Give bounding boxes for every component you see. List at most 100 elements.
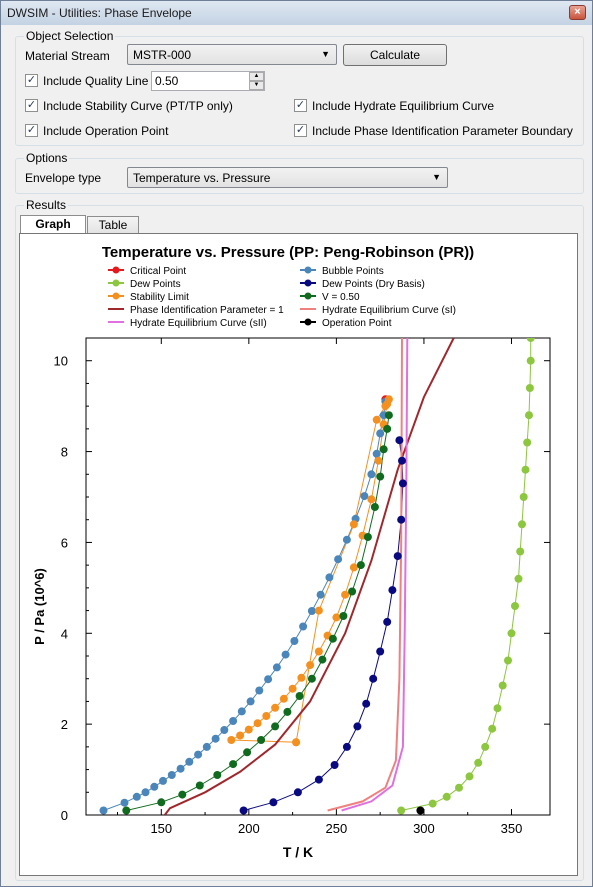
envelope-type-label: Envelope type (25, 171, 102, 185)
legend-entry: Bubble Points (322, 266, 384, 277)
spin-up-button[interactable]: ▲ (249, 72, 264, 81)
data-point (339, 612, 348, 620)
data-point (362, 699, 371, 708)
data-point (369, 674, 378, 683)
data-point (511, 602, 519, 610)
hydrate-curve-label: Include Hydrate Equilibrium Curve (312, 99, 495, 113)
data-point (374, 456, 383, 465)
pip-boundary-checkbox[interactable]: ✓ (294, 124, 307, 137)
stability-curve-checkbox[interactable]: ✓ (25, 99, 38, 112)
data-point (202, 742, 211, 751)
series-line (126, 415, 390, 811)
data-point (229, 717, 238, 725)
quality-value-input[interactable]: 0.50 ▲ ▼ (151, 71, 265, 91)
data-point (398, 456, 406, 465)
data-point (525, 411, 533, 420)
data-point (493, 704, 502, 713)
object-selection-group: Object Selection (15, 29, 584, 146)
data-point (384, 395, 393, 404)
data-point (246, 697, 255, 706)
data-point (271, 703, 280, 712)
data-point (220, 726, 229, 734)
series-line (103, 401, 386, 811)
data-point (356, 561, 365, 570)
legend-swatch-marker (112, 266, 120, 274)
data-point (297, 673, 306, 682)
data-point (157, 798, 166, 807)
data-point (349, 520, 358, 529)
data-point (342, 535, 351, 544)
data-point (367, 470, 376, 479)
data-point (255, 686, 264, 695)
data-point (342, 742, 351, 751)
data-point (383, 617, 392, 626)
y-tick-label: 2 (61, 717, 68, 732)
series-line (327, 338, 403, 812)
series-line (229, 399, 390, 743)
data-point (397, 806, 406, 815)
quality-line-label: Include Quality Line (43, 74, 149, 88)
legend-entry: V = 0.50 (322, 292, 360, 303)
data-point (376, 647, 385, 656)
legend-entry: Dew Points (Dry Basis) (322, 279, 425, 290)
data-point (150, 782, 159, 791)
results-legend: Results (24, 198, 69, 212)
material-stream-select[interactable]: MSTR-000 ▼ (127, 44, 337, 65)
tab-table[interactable]: Table (87, 216, 139, 234)
quality-value-text: 0.50 (155, 74, 179, 88)
envelope-type-select[interactable]: Temperature vs. Pressure ▼ (127, 167, 448, 188)
data-point (521, 465, 530, 474)
data-point (269, 798, 278, 807)
data-point (388, 586, 397, 595)
x-tick-label: 250 (326, 821, 348, 836)
stability-curve-label: Include Stability Curve (PT/TP only) (43, 99, 233, 113)
data-point (367, 495, 376, 504)
data-point (376, 429, 385, 438)
operation-point-checkbox[interactable]: ✓ (25, 124, 38, 137)
data-point (316, 590, 325, 599)
close-button[interactable]: × (569, 5, 586, 20)
data-point (271, 722, 280, 731)
x-tick-label: 150 (150, 821, 172, 836)
data-point (397, 515, 406, 524)
hydrate-curve-checkbox[interactable]: ✓ (294, 99, 307, 112)
pip-boundary-label: Include Phase Identification Parameter B… (312, 124, 573, 138)
legend-swatch-marker (304, 266, 312, 274)
data-point (262, 712, 271, 720)
spin-down-button[interactable]: ▼ (249, 81, 264, 90)
data-point (272, 663, 281, 672)
x-tick-label: 300 (413, 821, 435, 836)
data-point (253, 719, 262, 728)
data-point (132, 792, 141, 801)
title-bar: DWSIM - Utilities: Phase Envelope × (1, 1, 592, 25)
data-point (416, 806, 425, 815)
data-point (283, 707, 292, 716)
results-group: Results (15, 198, 584, 881)
data-point (244, 725, 253, 734)
data-point (526, 356, 535, 365)
data-point (330, 761, 339, 769)
legend-entry: Hydrate Equilibrium Curve (sII) (130, 318, 267, 329)
data-point (178, 790, 187, 799)
legend-swatch-marker (112, 279, 120, 287)
data-point (325, 573, 334, 582)
data-point (279, 694, 288, 703)
object-selection-legend: Object Selection (24, 29, 116, 43)
data-point (384, 411, 393, 420)
data-point (159, 776, 167, 785)
chevron-down-icon: ▼ (432, 172, 441, 182)
legend-swatch-marker (304, 279, 312, 287)
chart-title: Temperature vs. Pressure (PP: Peng-Robin… (102, 244, 474, 261)
legend-swatch-marker (112, 292, 120, 300)
material-stream-label: Material Stream (25, 49, 110, 63)
tab-graph[interactable]: Graph (20, 215, 86, 234)
data-point (525, 384, 534, 392)
data-point (176, 764, 185, 773)
data-point (213, 771, 222, 779)
data-point (393, 552, 402, 561)
data-point (227, 736, 236, 744)
data-point (239, 806, 248, 815)
quality-line-checkbox[interactable]: ✓ (25, 74, 38, 87)
y-tick-label: 10 (54, 354, 68, 369)
calculate-button[interactable]: Calculate (343, 44, 447, 66)
